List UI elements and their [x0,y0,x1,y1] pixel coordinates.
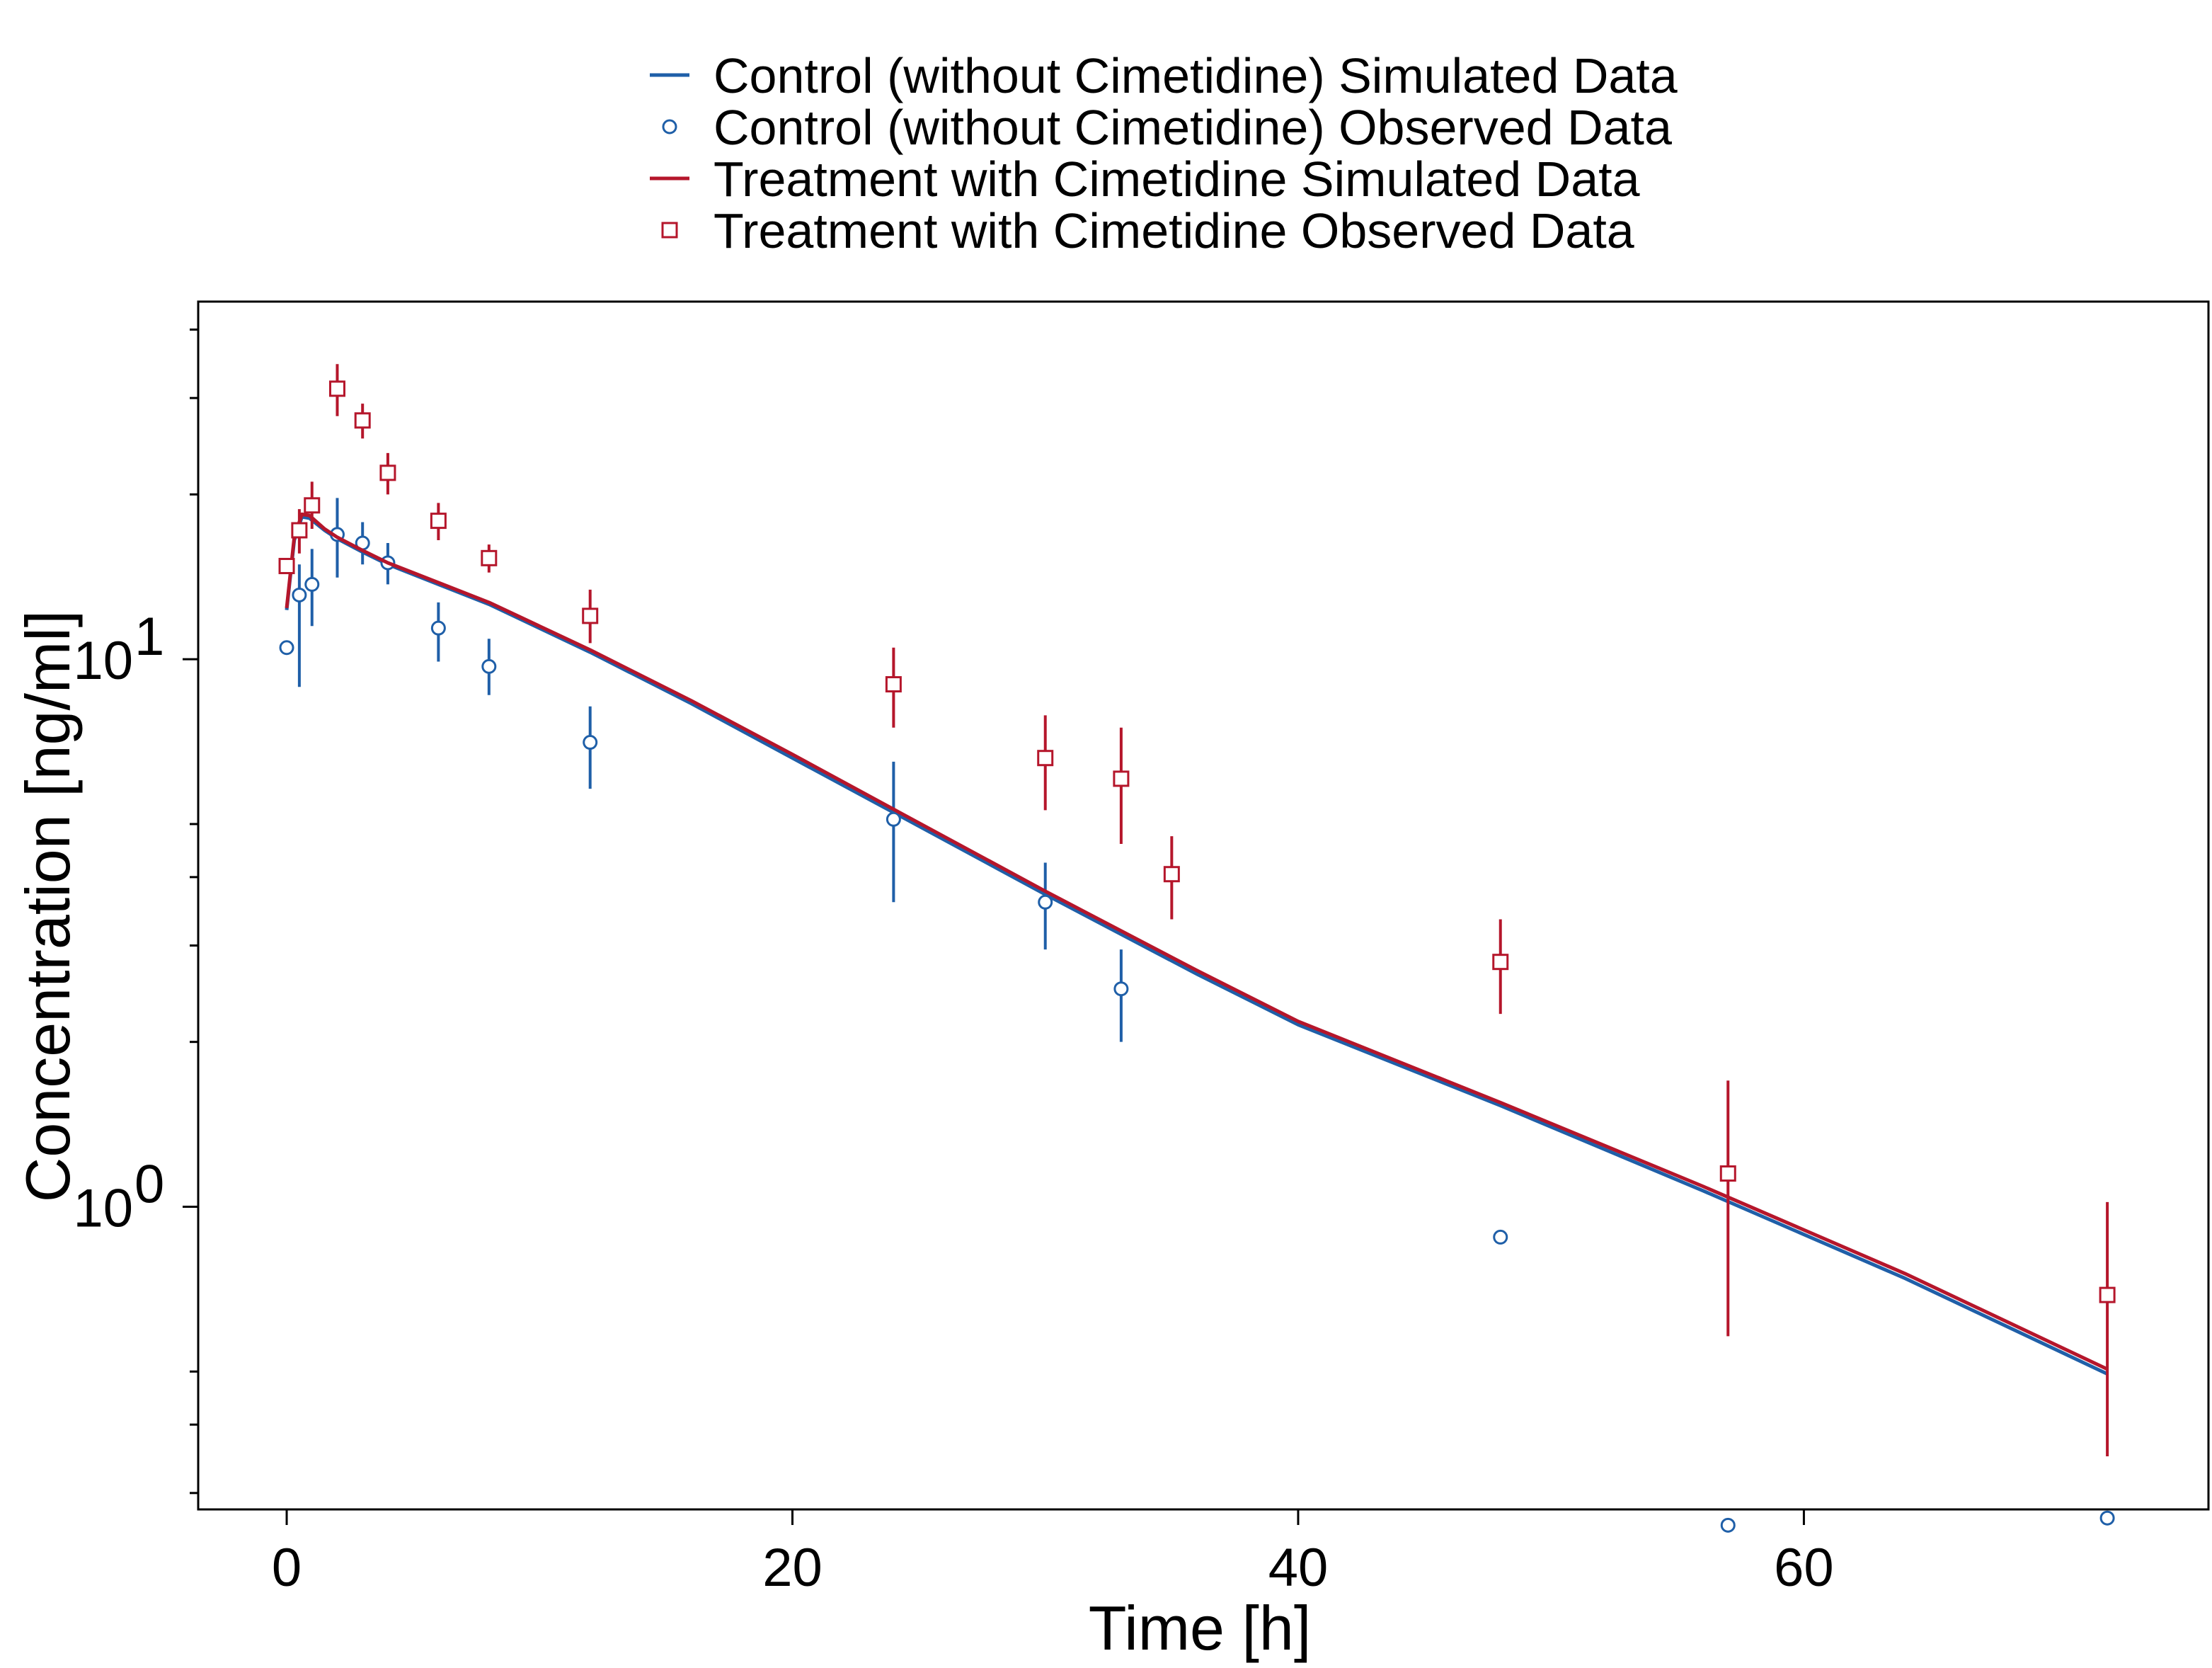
legend-item: Treatment with Cimetidine Simulated Data [650,152,1640,207]
x-axis-title: Time [h] [1089,1593,1312,1663]
legend-circle-swatch [662,119,677,135]
control-without-cimetidine-observed-data-point [481,658,497,674]
control-without-cimetidine-observed-data-point [886,811,901,827]
treatment-with-cimetidine-observed-data-point [354,412,371,429]
x-tick-label: 0 [272,1538,302,1598]
series-layer [278,364,2116,1533]
legend-item: Control (without Cimetidine) Observed Da… [662,100,1672,155]
control-without-cimetidine-observed-data-point [292,587,307,602]
legend-label: Control (without Cimetidine) Simulated D… [714,48,1678,103]
treatment-with-cimetidine-observed-data-point [1037,750,1054,767]
legend: Control (without Cimetidine) Simulated D… [650,48,1678,258]
legend-item: Control (without Cimetidine) Simulated D… [650,48,1678,103]
y-axis-title: Concentration [ng/ml] [13,610,83,1202]
treatment-with-cimetidine-observed-data-point [304,497,321,514]
treatment-with-cimetidine-observed-data-point [1719,1165,1736,1182]
control-without-cimetidine-observed-data-point [2099,1510,2115,1526]
treatment-with-cimetidine-observed-data-point [1113,770,1130,787]
control-without-cimetidine-observed-data-point [1493,1229,1508,1245]
treatment-with-cimetidine-observed-data-point [2099,1286,2116,1303]
x-tick-label: 60 [1774,1538,1834,1598]
control-without-cimetidine-observed-data-point [1113,981,1129,997]
legend-square-swatch [661,222,678,239]
treatment-with-cimetidine-observed-data-point [278,557,295,574]
y-tick-label: 10 [73,1178,133,1238]
plot-frame [197,300,2210,1511]
x-tick-label: 20 [762,1538,823,1598]
y-tick-label: 10 [73,631,133,691]
plot-area [197,300,2210,1533]
control-without-cimetidine-simulated-data-line [285,515,2109,1376]
control-without-cimetidine-observed-data-point [583,735,598,750]
y-tick-label-exponent: 1 [134,607,164,667]
treatment-with-cimetidine-observed-data-point [328,380,345,397]
legend-item: Treatment with Cimetidine Observed Data [661,203,1634,258]
treatment-with-cimetidine-observed-data-point [430,513,447,530]
treatment-with-cimetidine-observed-data-point [379,464,396,481]
x-axis: 0 20 40 60 [272,1509,1834,1598]
legend-label: Control (without Cimetidine) Observed Da… [714,100,1672,155]
control-without-cimetidine-observed-data-point [304,576,320,592]
control-without-cimetidine-observed-data-point [1038,894,1053,910]
control-without-cimetidine-observed-data-point [1720,1517,1736,1533]
treatment-with-cimetidine-observed-data-point [1163,866,1180,883]
legend-label: Treatment with Cimetidine Simulated Data [714,152,1640,207]
treatment-with-cimetidine-observed-data-point [1492,954,1509,971]
treatment-with-cimetidine-observed-data-point [291,522,308,539]
treatment-with-cimetidine-observed-data-point [582,607,599,624]
treatment-with-cimetidine-observed-data-point [885,676,902,693]
treatment-with-cimetidine-simulated-data-line [285,512,2109,1371]
treatment-with-cimetidine-observed-data-point [481,549,498,566]
legend-label: Treatment with Cimetidine Observed Data [714,203,1634,258]
control-without-cimetidine-observed-data-point [430,620,446,636]
y-tick-label-exponent: 0 [134,1154,164,1214]
control-without-cimetidine-observed-data-point [279,640,294,656]
x-tick-label: 40 [1268,1538,1329,1598]
